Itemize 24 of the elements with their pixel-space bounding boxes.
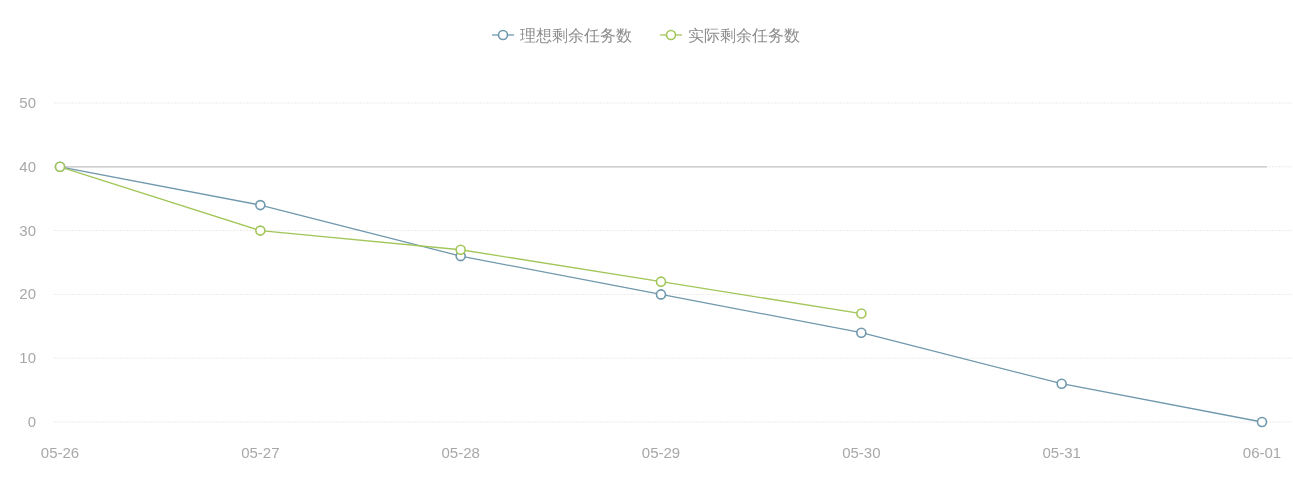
- x-tick-label: 05-27: [241, 444, 280, 461]
- y-tick-label: 30: [19, 221, 36, 239]
- point: [255, 225, 266, 236]
- x-tick-label: 05-26: [40, 444, 80, 461]
- y-tick-label: 10: [19, 349, 36, 367]
- point: [856, 308, 867, 319]
- x-tick-label: 05-28: [441, 444, 480, 461]
- point: [1056, 378, 1067, 390]
- point: [255, 199, 266, 211]
- point: [856, 327, 867, 338]
- y-tick-label: 50: [19, 94, 36, 111]
- point: [655, 289, 667, 300]
- point: [655, 276, 667, 287]
- y-tick-label: 20: [19, 285, 36, 303]
- x-tick-label: 05-29: [641, 444, 681, 461]
- x-tick-label: 05-30: [842, 444, 881, 461]
- x-tick-label: 06-01: [1242, 444, 1282, 461]
- x-tick-label: 05-31: [1042, 444, 1081, 461]
- point: [1256, 416, 1268, 428]
- legend-label: 实际剩余任务数: [688, 26, 800, 44]
- legend-label: 理想剩余任务数: [520, 26, 632, 44]
- point: [455, 244, 466, 256]
- y-tick-label: 40: [19, 157, 36, 175]
- y-tick-label: 0: [27, 413, 36, 430]
